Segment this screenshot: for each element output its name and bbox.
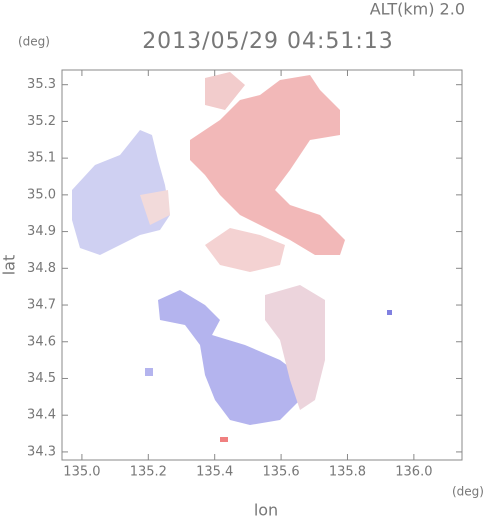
y-tick-label: 34.5 — [27, 371, 56, 386]
echo-field — [72, 72, 392, 442]
echo-region — [72, 130, 170, 255]
echo-region — [145, 368, 153, 376]
y-tick-label: 34.9 — [27, 224, 56, 239]
x-tick-label: 136.0 — [395, 465, 432, 480]
subtitle: ALT(km) 2.0 — [370, 0, 465, 19]
echo-region — [205, 72, 245, 110]
y-tick-label: 35.1 — [27, 151, 56, 166]
y-tick-label: 34.7 — [27, 298, 56, 313]
y-tick-label: 34.8 — [27, 261, 56, 276]
echo-region — [205, 228, 285, 272]
x-tick-label: 135.4 — [196, 465, 233, 480]
x-unit: (deg) — [452, 485, 484, 499]
chart-title: 2013/05/29 04:51:13 — [142, 29, 394, 54]
y-tick-label: 35.0 — [27, 187, 56, 202]
x-tick-label: 135.8 — [329, 465, 366, 480]
echo-region — [387, 310, 392, 315]
echo-region — [265, 285, 325, 410]
y-axis-label: lat — [0, 255, 19, 276]
y-tick-label: 35.3 — [27, 77, 56, 92]
x-tick-label: 135.6 — [262, 465, 299, 480]
y-tick-label: 34.6 — [27, 334, 56, 349]
y-unit: (deg) — [18, 35, 50, 49]
y-tick-label: 34.3 — [27, 444, 56, 459]
echo-region — [190, 75, 345, 255]
y-tick-label: 34.4 — [27, 408, 56, 423]
echo-region — [140, 190, 170, 225]
x-tick-label: 135.0 — [63, 465, 100, 480]
x-tick-label: 135.2 — [130, 465, 167, 480]
y-tick-label: 35.2 — [27, 114, 56, 129]
echo-region — [220, 437, 228, 442]
x-axis-label: lon — [254, 501, 278, 520]
echo-region — [158, 290, 300, 425]
plot-frame — [61, 69, 463, 461]
